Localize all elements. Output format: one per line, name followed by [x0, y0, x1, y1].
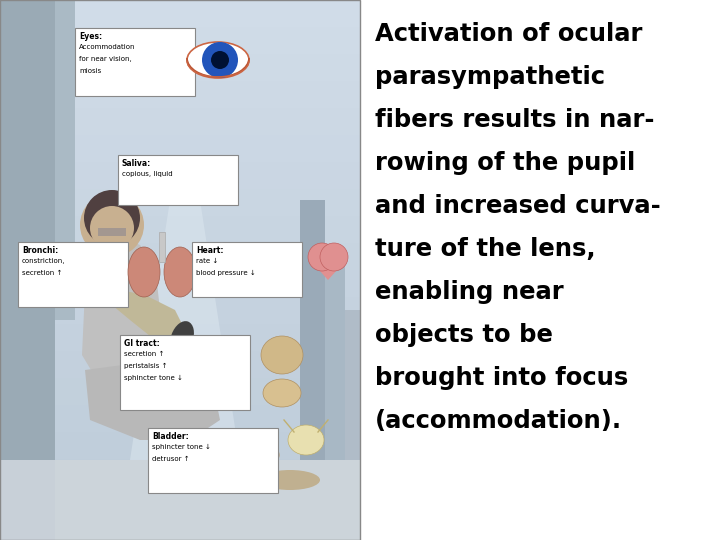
Bar [0, 432, 360, 459]
Text: Bladder:: Bladder: [152, 432, 189, 441]
Text: Accommodation: Accommodation [79, 44, 135, 50]
Bar [0, 297, 360, 324]
Bar [0, 108, 360, 135]
Circle shape [90, 206, 134, 250]
Text: and increased curva-: and increased curva- [375, 194, 661, 218]
Ellipse shape [180, 440, 280, 470]
Bar [345, 310, 360, 540]
Text: sphincter tone ↓: sphincter tone ↓ [152, 444, 211, 450]
Text: Bronchi:: Bronchi: [22, 246, 58, 255]
Ellipse shape [263, 379, 301, 407]
Bar [159, 232, 165, 262]
Text: miosis: miosis [79, 68, 102, 74]
Ellipse shape [187, 42, 249, 78]
Circle shape [202, 42, 238, 78]
Text: Saliva:: Saliva: [122, 159, 151, 168]
Text: parasympathetic: parasympathetic [375, 65, 605, 89]
Ellipse shape [165, 466, 215, 484]
Bar [75, 28, 195, 96]
Bar [18, 242, 128, 307]
Text: secretion ↑: secretion ↑ [22, 270, 63, 276]
Bar [0, 162, 360, 189]
Text: constriction,: constriction, [22, 258, 66, 264]
Text: ture of the lens,: ture of the lens, [375, 237, 595, 261]
Bar [300, 200, 325, 540]
Text: sphincter tone ↓: sphincter tone ↓ [124, 375, 183, 381]
Text: rowing of the pupil: rowing of the pupil [375, 151, 635, 175]
Bar [0, 243, 360, 270]
Circle shape [320, 243, 348, 271]
Bar [118, 155, 238, 205]
Circle shape [84, 190, 140, 246]
Bar [120, 335, 250, 410]
Ellipse shape [260, 470, 320, 490]
Bar [148, 428, 278, 493]
Text: copious, liquid: copious, liquid [122, 171, 173, 177]
Bar [0, 27, 360, 54]
Circle shape [308, 243, 336, 271]
Ellipse shape [261, 336, 303, 374]
Bar [0, 459, 360, 486]
Circle shape [211, 51, 229, 69]
Polygon shape [85, 360, 220, 440]
Polygon shape [310, 260, 346, 280]
Text: enabling near: enabling near [375, 280, 564, 304]
Bar [98, 228, 126, 236]
Bar [0, 0, 55, 540]
Circle shape [80, 193, 144, 257]
Bar [0, 378, 360, 405]
Polygon shape [112, 290, 185, 345]
Polygon shape [130, 200, 240, 460]
Bar [0, 270, 360, 297]
Text: fibers results in nar-: fibers results in nar- [375, 108, 654, 132]
Ellipse shape [288, 425, 324, 455]
Bar [0, 0, 360, 540]
Ellipse shape [128, 247, 160, 297]
Bar [0, 81, 360, 108]
Text: rate ↓: rate ↓ [196, 258, 218, 264]
Bar [0, 135, 360, 162]
Bar [0, 0, 360, 540]
Text: secretion ↑: secretion ↑ [124, 351, 164, 357]
Bar [325, 250, 345, 540]
Bar [0, 216, 360, 243]
Text: objects to be: objects to be [375, 323, 553, 347]
Bar [0, 324, 360, 351]
Bar [0, 460, 360, 540]
Bar [55, 0, 75, 320]
Bar [192, 242, 302, 297]
Polygon shape [82, 235, 160, 390]
Text: GI tract:: GI tract: [124, 339, 160, 348]
Text: blood pressure ↓: blood pressure ↓ [196, 270, 256, 276]
Ellipse shape [164, 247, 196, 297]
Bar [0, 513, 360, 540]
Bar [0, 486, 360, 513]
Ellipse shape [170, 321, 194, 355]
Bar [0, 189, 360, 216]
Text: peristalsis ↑: peristalsis ↑ [124, 363, 168, 369]
Bar [0, 54, 360, 81]
Text: Activation of ocular: Activation of ocular [375, 22, 642, 46]
Bar [360, 0, 720, 540]
Text: Eyes:: Eyes: [79, 32, 102, 41]
Text: brought into focus: brought into focus [375, 366, 629, 390]
Bar [0, 405, 360, 432]
Text: for near vision,: for near vision, [79, 56, 132, 62]
Bar [0, 0, 360, 27]
Text: Heart:: Heart: [196, 246, 223, 255]
Text: (accommodation).: (accommodation). [375, 409, 622, 433]
Text: detrusor ↑: detrusor ↑ [152, 456, 189, 462]
Bar [55, 460, 360, 540]
Bar [0, 351, 360, 378]
